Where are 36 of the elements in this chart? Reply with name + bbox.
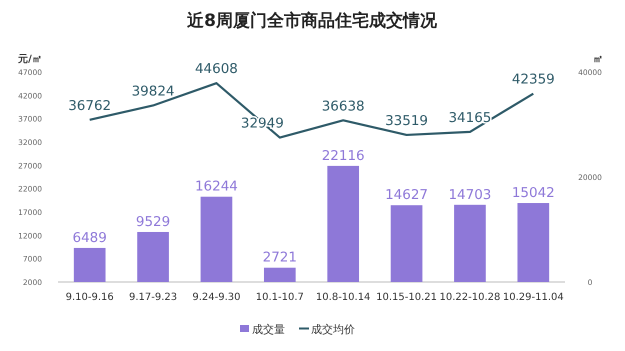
legend-label: 成交量 <box>252 323 285 336</box>
bar <box>264 268 296 282</box>
data-label: 15042 <box>512 185 555 202</box>
y-axis-title: 元/㎡ <box>17 53 42 65</box>
data-label: 44608 <box>194 61 238 78</box>
y2-axis-title: ㎡ <box>593 54 603 65</box>
data-label: 9529 <box>136 214 170 230</box>
bar <box>74 248 106 282</box>
bar <box>200 196 232 282</box>
data-label: 34165 <box>448 110 492 126</box>
data-label: 22116 <box>322 148 365 164</box>
x-tick-label: 9.24-9.30 <box>192 292 241 303</box>
data-label: 36762 <box>68 98 112 114</box>
legend-label: 成交均价 <box>311 323 355 336</box>
bar <box>327 166 360 282</box>
bar <box>517 203 550 282</box>
data-label: 33519 <box>385 112 428 129</box>
data-label: 42359 <box>512 72 555 88</box>
bar <box>454 204 486 282</box>
x-tick-label: 10.15-10.21 <box>376 292 437 303</box>
x-tick-label: 10.29-11.04 <box>502 292 564 303</box>
bar <box>137 232 169 282</box>
data-label: 36638 <box>322 98 365 114</box>
x-tick-label: 10.8-10.14 <box>316 292 370 303</box>
x-tick-label: 10.22-10.28 <box>440 292 500 303</box>
x-tick-label: 10.1-10.7 <box>256 292 304 303</box>
data-label: 14627 <box>385 187 428 204</box>
data-label: 16244 <box>194 178 238 195</box>
x-tick-label: 9.17-9.23 <box>128 292 178 303</box>
chart-title: 近8周厦门全市商品住宅成交情况 <box>186 11 438 31</box>
data-label: 39824 <box>132 83 175 100</box>
x-tick-label: 9.10-9.16 <box>66 292 114 303</box>
data-label: 2721 <box>262 250 297 266</box>
bar <box>390 205 422 282</box>
data-label: 6489 <box>72 230 107 246</box>
data-label: 14703 <box>448 186 492 203</box>
